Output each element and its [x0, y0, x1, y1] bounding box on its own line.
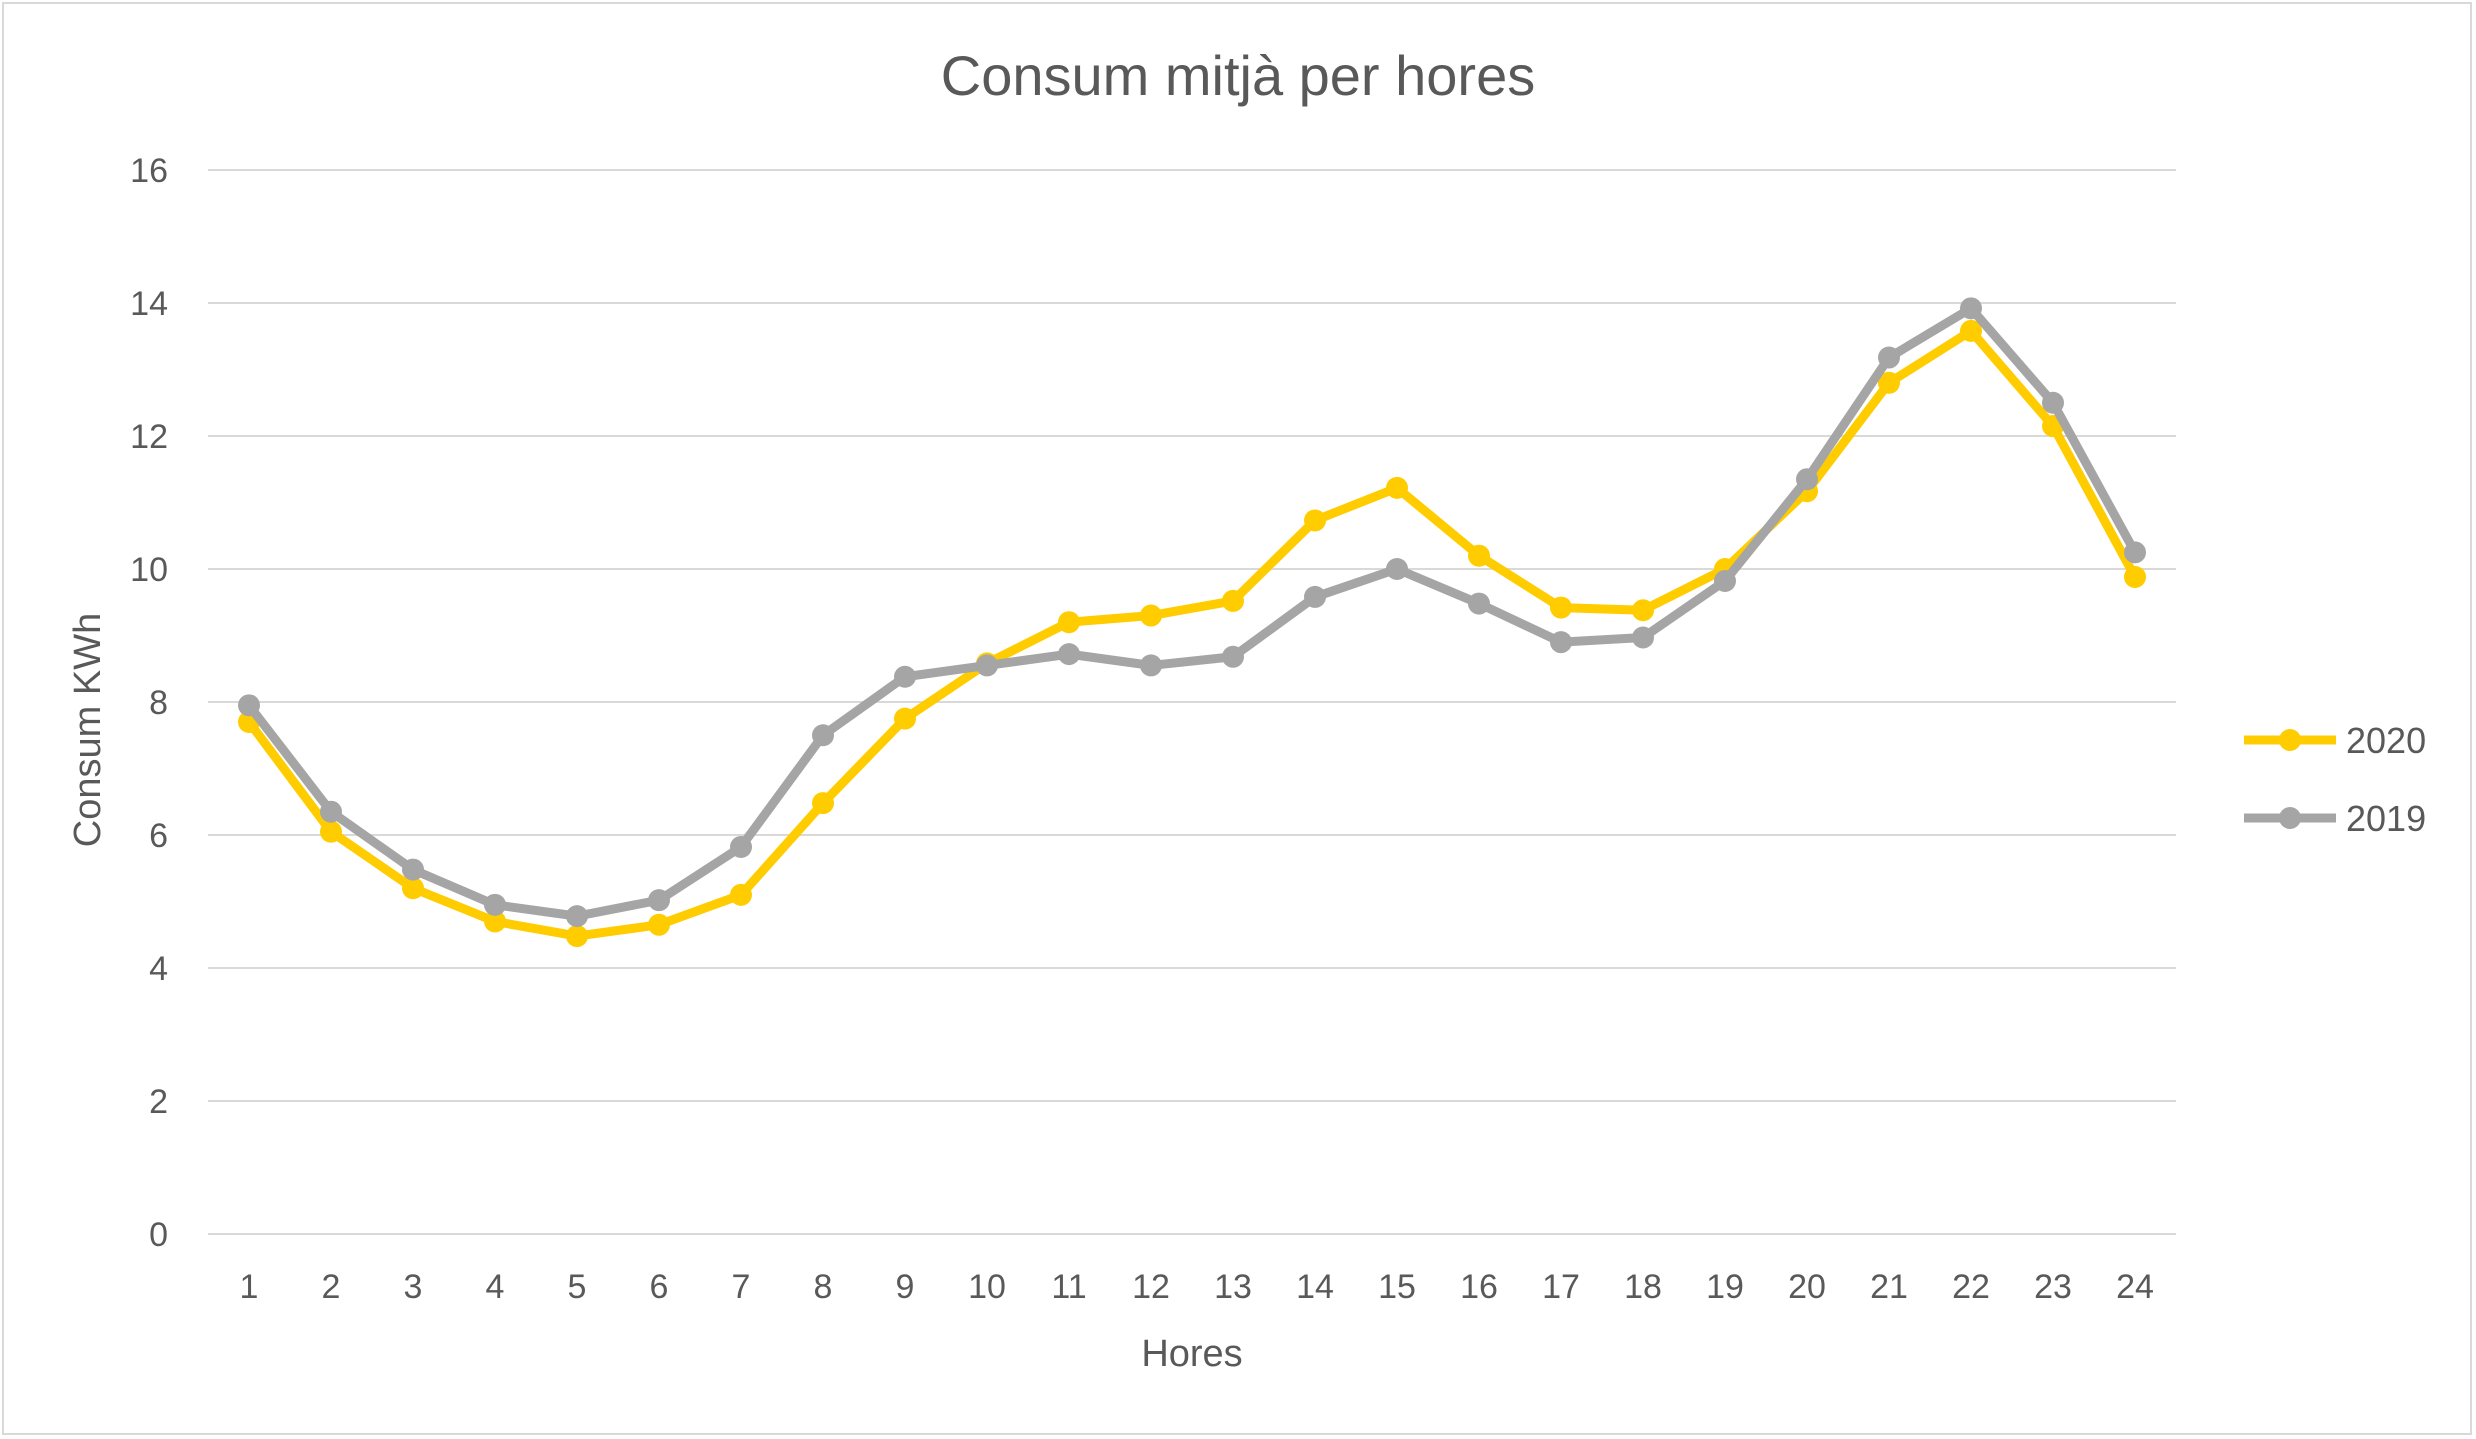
data-point	[320, 800, 342, 823]
legend-item-2020: 2020	[2244, 720, 2426, 761]
data-point	[402, 858, 424, 881]
x-tick-label: 14	[1296, 1268, 1334, 1306]
x-tick-label: 4	[486, 1268, 505, 1306]
data-point	[976, 654, 998, 677]
x-tick-label: 1	[240, 1268, 259, 1306]
legend-label: 2019	[2346, 798, 2426, 839]
data-point	[2042, 391, 2064, 414]
x-tick-label: 18	[1624, 1268, 1662, 1306]
data-point	[1222, 645, 1244, 668]
data-point	[2124, 541, 2146, 564]
data-point	[1386, 558, 1408, 580]
legend-marker	[2279, 807, 2301, 829]
y-tick-label: 12	[130, 418, 168, 456]
data-point	[484, 910, 506, 933]
data-point	[648, 913, 670, 936]
x-tick-label: 13	[1214, 1268, 1252, 1306]
x-tick-label: 12	[1132, 1268, 1170, 1306]
data-point	[566, 925, 588, 948]
data-point	[730, 883, 752, 906]
x-axis-title: Hores	[1141, 1333, 1242, 1375]
data-point	[1632, 626, 1654, 649]
data-point	[1058, 611, 1080, 634]
y-tick-label: 14	[130, 285, 168, 323]
data-point	[1304, 509, 1326, 532]
data-point	[566, 905, 588, 928]
legend-label: 2020	[2346, 720, 2426, 761]
data-point	[1714, 569, 1736, 592]
data-point	[320, 820, 342, 843]
y-tick-label: 10	[130, 551, 168, 589]
data-point	[894, 707, 916, 730]
data-point	[648, 889, 670, 912]
x-tick-label: 15	[1378, 1268, 1416, 1306]
data-point	[1140, 654, 1162, 677]
data-point	[1960, 297, 1982, 320]
chart-title: Consum mitjà per hores	[941, 44, 1535, 107]
data-point	[1386, 476, 1408, 499]
data-point	[2124, 565, 2146, 588]
x-tick-label: 16	[1460, 1268, 1498, 1306]
x-tick-label: 9	[896, 1268, 915, 1306]
series-2020	[238, 319, 2146, 948]
x-tick-label: 22	[1952, 1268, 1990, 1306]
x-tick-label: 6	[650, 1268, 669, 1306]
data-point	[1058, 643, 1080, 666]
data-point	[1140, 604, 1162, 627]
data-point	[812, 724, 834, 747]
x-tick-label: 17	[1542, 1268, 1580, 1306]
gridlines	[208, 169, 2176, 1235]
x-tick-label: 24	[2116, 1268, 2154, 1306]
data-point	[1550, 631, 1572, 654]
data-point	[1796, 468, 1818, 491]
data-point	[1468, 592, 1490, 615]
x-tick-label: 23	[2034, 1268, 2072, 1306]
series-group	[238, 297, 2146, 948]
data-point	[1632, 599, 1654, 622]
y-tick-label: 8	[149, 684, 168, 722]
data-point	[1222, 589, 1244, 612]
x-tick-label: 10	[968, 1268, 1006, 1306]
data-point	[402, 877, 424, 900]
y-axis-ticks: 0 2 4 6 8 10 12 14 16	[130, 152, 168, 1254]
data-point	[484, 893, 506, 916]
data-point	[1550, 596, 1572, 619]
y-tick-label: 0	[149, 1216, 168, 1254]
data-point	[238, 694, 260, 717]
y-tick-label: 16	[130, 152, 168, 190]
y-axis-title: Consum KWh	[67, 613, 109, 847]
x-tick-label: 2	[322, 1268, 341, 1306]
legend-marker	[2279, 729, 2301, 751]
x-tick-label: 5	[568, 1268, 587, 1306]
data-point	[1468, 544, 1490, 567]
y-tick-label: 4	[149, 950, 168, 988]
y-tick-label: 6	[149, 817, 168, 855]
data-point	[1304, 585, 1326, 608]
data-point	[1878, 346, 1900, 369]
x-tick-label: 19	[1706, 1268, 1744, 1306]
legend: 2020 2019	[2244, 720, 2426, 839]
x-tick-label: 7	[732, 1268, 751, 1306]
data-point	[730, 835, 752, 858]
series-line	[244, 303, 2140, 921]
x-tick-label: 21	[1870, 1268, 1908, 1306]
data-point	[1960, 319, 1982, 342]
series-2019	[238, 297, 2146, 928]
legend-item-2019: 2019	[2244, 798, 2426, 839]
x-tick-label: 20	[1788, 1268, 1826, 1306]
data-point	[894, 665, 916, 688]
x-tick-label: 8	[814, 1268, 833, 1306]
x-axis-ticks: 1 2 3 4 5 6 7 8 9 10 11 12 13 14 15 16 17 18 19 20 21 22 23 24	[240, 1268, 2154, 1306]
x-tick-label: 3	[404, 1268, 423, 1306]
data-point	[812, 792, 834, 815]
x-tick-label: 11	[1051, 1268, 1086, 1306]
y-tick-label: 2	[149, 1083, 168, 1121]
data-point	[1878, 371, 1900, 394]
series-line	[244, 326, 2140, 941]
